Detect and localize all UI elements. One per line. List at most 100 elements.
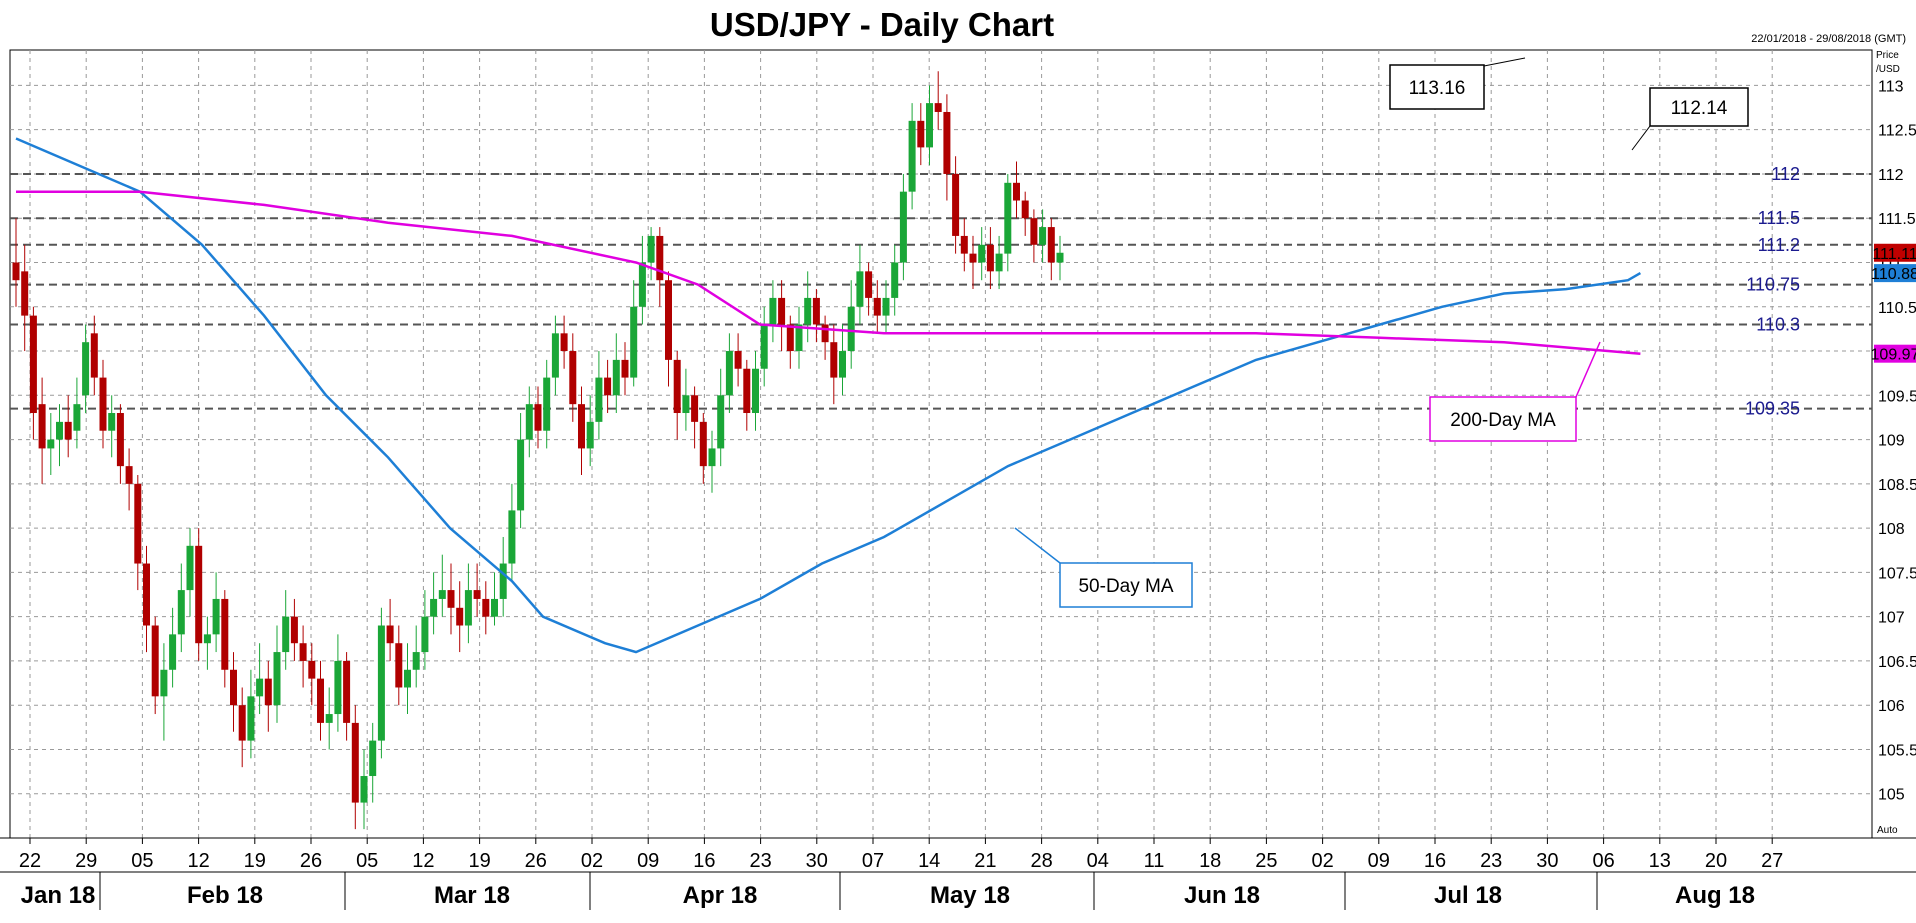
candle <box>873 280 881 334</box>
candle-body <box>47 439 55 449</box>
candle <box>508 483 516 582</box>
x-day-label: 06 <box>1592 850 1614 872</box>
candle-body <box>543 377 551 431</box>
candle-body <box>612 359 620 396</box>
candle-body <box>986 244 994 272</box>
date-range-label: 22/01/2018 - 29/08/2018 (GMT) <box>1751 33 1906 45</box>
annotation-50ma-box <box>1059 562 1193 608</box>
candle <box>73 377 81 449</box>
annotation-200ma-pointer <box>1575 341 1601 398</box>
plot-frame <box>9 49 1873 839</box>
candle <box>151 616 159 715</box>
candle <box>264 660 272 732</box>
candle <box>325 687 333 750</box>
candle <box>769 280 777 343</box>
x-day-label: 13 <box>1649 850 1671 872</box>
candle <box>169 607 177 688</box>
level-label: 110.3 <box>1756 314 1800 334</box>
y-tick-label: 113 <box>1878 78 1904 95</box>
candle <box>882 280 890 334</box>
candle-body <box>290 616 298 644</box>
candle <box>586 395 594 467</box>
candle <box>82 324 90 414</box>
annotation-200ma-box <box>1429 396 1577 442</box>
candle-body <box>90 333 98 378</box>
x-day-label: 23 <box>749 850 771 872</box>
candle <box>543 359 551 449</box>
candle-body <box>351 722 359 803</box>
candle-body <box>1056 252 1064 263</box>
y-tick-label: 106.5 <box>1878 654 1916 671</box>
candle-body <box>386 625 394 644</box>
candle-body <box>752 368 759 414</box>
candle <box>569 333 577 422</box>
candle <box>786 315 794 369</box>
x-day-label: 26 <box>525 850 547 872</box>
candle <box>377 607 385 759</box>
candle <box>1004 173 1012 272</box>
candle-body <box>125 466 133 484</box>
candle <box>917 103 925 166</box>
chart-title: USD/JPY - Daily Chart <box>710 6 1054 43</box>
x-day-label: 02 <box>1311 850 1333 872</box>
y-tick-label: 106 <box>1878 698 1905 715</box>
candle-body <box>447 590 455 608</box>
candle <box>534 386 542 449</box>
candle-body <box>508 510 516 564</box>
candle-body <box>899 191 907 263</box>
candle <box>160 643 168 741</box>
candle <box>978 227 986 281</box>
level-label: 109.35 <box>1745 399 1800 419</box>
candle <box>351 705 359 830</box>
candle-body <box>960 235 968 254</box>
y-axis: 113112.5112111.5111110.5110109.5109108.5… <box>1871 78 1916 804</box>
candle <box>482 581 490 635</box>
candle-body <box>569 351 577 405</box>
candle-body <box>830 342 838 378</box>
annotations: 113.16 112.14 50-Day MA 200-Day MA <box>1014 57 1749 608</box>
annotation-200ma: 200-Day MA <box>1429 396 1577 442</box>
candle <box>491 572 498 626</box>
candle <box>299 625 307 688</box>
candle <box>943 94 951 201</box>
candle <box>412 625 420 688</box>
candle <box>1013 161 1020 219</box>
candle-body <box>934 103 942 112</box>
candle-body <box>795 324 803 352</box>
candle-body <box>717 395 725 449</box>
candle-body <box>1004 182 1012 254</box>
annotation-50ma: 50-Day MA <box>1059 562 1193 608</box>
candle <box>21 244 29 352</box>
y-tick-label: 112 <box>1878 167 1904 184</box>
candle-body <box>882 297 890 316</box>
candle-body <box>256 678 264 697</box>
y-tick-label: 108.5 <box>1878 477 1916 494</box>
y-tick-label: 109.5 <box>1878 388 1916 405</box>
candle <box>1030 209 1038 263</box>
candle-body <box>247 696 255 741</box>
candle-body <box>856 271 864 307</box>
series-line-50-day-ma <box>15 137 1642 654</box>
candle <box>212 572 220 653</box>
candle <box>404 643 411 715</box>
x-month-label: Apr 18 <box>683 882 758 909</box>
candle-body <box>99 377 107 431</box>
candle-body <box>143 563 150 626</box>
x-day-label: 28 <box>1030 850 1052 872</box>
candle-body <box>482 598 490 617</box>
candle <box>221 590 229 688</box>
x-month-label: May 18 <box>930 882 1010 909</box>
price-badge <box>1874 243 1916 262</box>
candle-body <box>116 413 124 467</box>
level-label: 111.5 <box>1758 208 1800 228</box>
candle <box>743 359 751 431</box>
x-day-label: 05 <box>356 850 378 872</box>
candle-body <box>786 324 794 352</box>
candle <box>421 590 429 670</box>
price-badge-label: 111.11 <box>1872 246 1916 263</box>
x-day-label: 09 <box>637 850 659 872</box>
candle-body <box>1021 200 1029 219</box>
candle <box>90 315 98 396</box>
candle <box>986 227 994 290</box>
candle-body <box>108 413 116 431</box>
